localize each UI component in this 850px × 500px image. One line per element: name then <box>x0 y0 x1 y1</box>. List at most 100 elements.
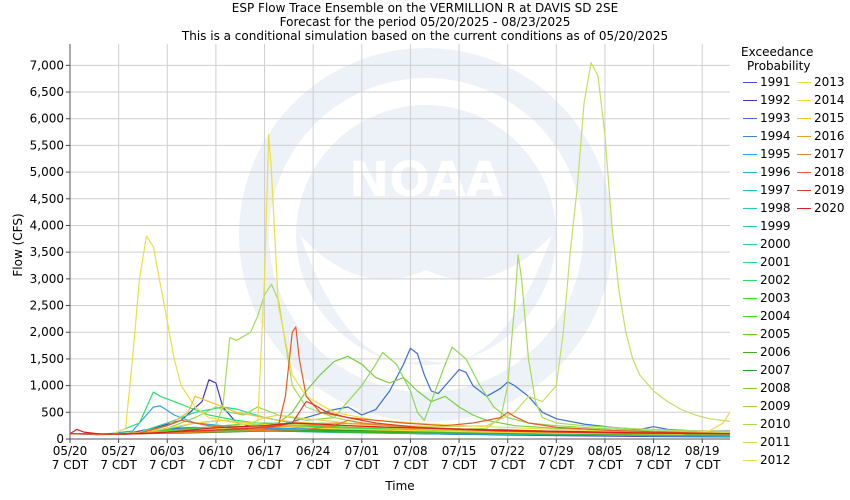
legend-label: 2006 <box>760 345 791 359</box>
legend-swatch <box>743 244 757 245</box>
legend-item-2015: 2015 <box>797 109 845 127</box>
x-tick-label-sub: 7 CDT <box>52 458 89 472</box>
x-tick-label: 07/22 <box>490 444 525 458</box>
legend-label: 2017 <box>814 147 845 161</box>
legend-swatch <box>743 424 757 425</box>
legend-item-2017: 2017 <box>797 145 845 163</box>
y-tick-label: 6,500 <box>30 85 64 99</box>
legend-item-2008: 2008 <box>743 379 791 397</box>
legend-label: 2009 <box>760 399 791 413</box>
legend-title-line-2: Probability <box>747 59 811 73</box>
y-tick-label: 2,500 <box>30 299 64 313</box>
watermark-ring <box>239 48 613 422</box>
legend-label: 2019 <box>814 183 845 197</box>
legend-item-2011: 2011 <box>743 433 791 451</box>
x-tick-label: 06/03 <box>150 444 185 458</box>
legend-label: 1993 <box>760 111 791 125</box>
legend-swatch <box>743 370 757 371</box>
series-line-2011 <box>69 62 731 435</box>
legend-item-1995: 1995 <box>743 145 791 163</box>
legend-label: 2007 <box>760 363 791 377</box>
x-tick-label: 07/29 <box>539 444 574 458</box>
legend-swatch <box>743 262 757 263</box>
legend-item-2020: 2020 <box>797 199 845 217</box>
legend-label: 1997 <box>760 183 791 197</box>
x-tick-label-sub: 7 CDT <box>587 458 624 472</box>
legend-label: 2015 <box>814 111 845 125</box>
y-tick-label: 5,000 <box>30 165 64 179</box>
legend-swatch <box>743 172 757 173</box>
legend-item-2006: 2006 <box>743 343 791 361</box>
legend-item-2001: 2001 <box>743 253 791 271</box>
legend-swatch <box>743 280 757 281</box>
y-tick-label: 1,000 <box>30 379 64 393</box>
x-tick-label-sub: 7 CDT <box>489 458 526 472</box>
legend-label: 1998 <box>760 201 791 215</box>
x-tick-label: 08/05 <box>588 444 623 458</box>
y-tick-label: 3,000 <box>30 272 64 286</box>
legend-label: 2014 <box>814 93 845 107</box>
x-tick-label: 07/01 <box>344 444 379 458</box>
legend-item-2009: 2009 <box>743 397 791 415</box>
legend-swatch <box>743 316 757 317</box>
legend-swatch <box>743 136 757 137</box>
legend-label: 2018 <box>814 165 845 179</box>
legend-label: 2003 <box>760 291 791 305</box>
x-tick-label: 06/24 <box>296 444 331 458</box>
x-tick-label: 05/20 <box>53 444 88 458</box>
legend-item-2000: 2000 <box>743 235 791 253</box>
x-tick-label-sub: 7 CDT <box>100 458 137 472</box>
legend-item-2012: 2012 <box>743 451 791 469</box>
legend-item-2005: 2005 <box>743 325 791 343</box>
y-tick-label: 0 <box>56 432 64 446</box>
x-tick-label: 08/12 <box>636 444 671 458</box>
legend-swatch <box>797 118 811 119</box>
x-tick-label: 06/10 <box>199 444 234 458</box>
legend-swatch <box>797 172 811 173</box>
legend-label: 2013 <box>814 75 845 89</box>
legend-label: 2001 <box>760 255 791 269</box>
legend-item-1994: 1994 <box>743 127 791 145</box>
legend-item-1992: 1992 <box>743 91 791 109</box>
legend-title-line-1: Exceedance <box>741 45 814 59</box>
legend-label: 2005 <box>760 327 791 341</box>
legend-item-1997: 1997 <box>743 181 791 199</box>
legend-swatch <box>743 352 757 353</box>
legend-swatch <box>743 298 757 299</box>
x-tick-label: 08/19 <box>685 444 720 458</box>
legend-item-2004: 2004 <box>743 307 791 325</box>
legend-item-1993: 1993 <box>743 109 791 127</box>
y-tick-label: 2,000 <box>30 325 64 339</box>
x-tick-label-sub: 7 CDT <box>635 458 672 472</box>
legend-item-1991: 1991 <box>743 73 791 91</box>
chart-subtitle-2: This is a conditional simulation based o… <box>181 29 669 43</box>
legend-item-1996: 1996 <box>743 163 791 181</box>
x-axis-label: Time <box>384 479 414 493</box>
x-tick-label: 06/17 <box>247 444 282 458</box>
legend-item-2016: 2016 <box>797 127 845 145</box>
legend-item-2013: 2013 <box>797 73 845 91</box>
watermark-text: NOAA <box>349 152 503 208</box>
legend-label: 2010 <box>760 417 791 431</box>
legend-label: 2011 <box>760 435 791 449</box>
legend-label: 2020 <box>814 201 845 215</box>
legend-label: 2016 <box>814 129 845 143</box>
legend-swatch <box>743 118 757 119</box>
legend-swatch <box>797 208 811 209</box>
y-axis-label: Flow (CFS) <box>11 213 25 276</box>
chart-title: ESP Flow Trace Ensemble on the VERMILLIO… <box>231 1 619 15</box>
legend-label: 1999 <box>760 219 791 233</box>
legend-swatch <box>743 334 757 335</box>
legend-swatch <box>797 154 811 155</box>
y-tick-label: 4,500 <box>30 192 64 206</box>
legend-swatch <box>743 388 757 389</box>
y-tick-label: 6,000 <box>30 112 64 126</box>
noaa-watermark: NOAA <box>239 48 613 422</box>
x-tick-label: 07/08 <box>393 444 428 458</box>
x-tick-label-sub: 7 CDT <box>198 458 235 472</box>
legend-swatch <box>743 406 757 407</box>
legend-label: 1995 <box>760 147 791 161</box>
legend-label: 1991 <box>760 75 791 89</box>
legend-label: 2002 <box>760 273 791 287</box>
